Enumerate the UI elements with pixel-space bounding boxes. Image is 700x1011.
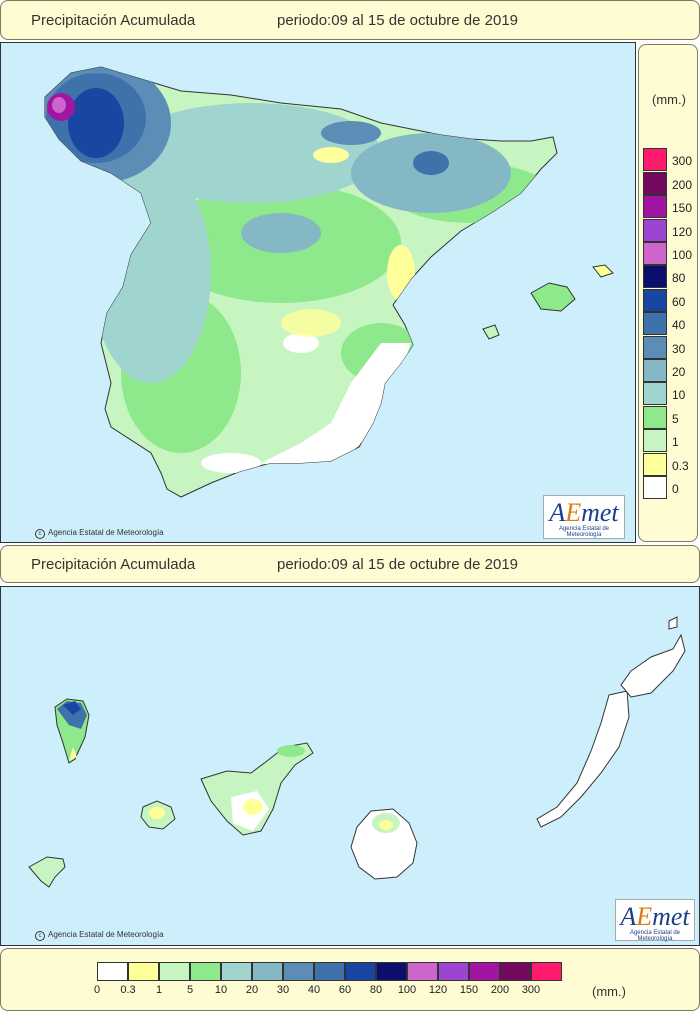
legend-label-0: 0 — [672, 482, 679, 496]
legend-h-swatch-5 — [190, 962, 221, 981]
legend-h-label-200: 200 — [490, 984, 510, 996]
legend-label-200: 200 — [672, 177, 693, 192]
legend-swatch-120 — [643, 218, 667, 242]
legend-h-swatch-40 — [314, 962, 345, 981]
legend-swatch-0 — [643, 476, 667, 499]
legend-label-5: 5 — [672, 411, 679, 426]
canarias-map: c Agencia Estatal de Meteorología AEmet A… — [0, 586, 700, 946]
legend-swatch-5 — [643, 405, 667, 429]
island-lanzarote — [620, 633, 686, 698]
legend-label-0.3: 0.3 — [672, 458, 689, 473]
legend-h-swatch-100 — [407, 962, 438, 981]
legend-h-swatch-80 — [376, 962, 407, 981]
legend-label-120: 120 — [672, 224, 693, 239]
logo-subtitle-canarias: Agencia Estatal de Meteorología — [629, 930, 681, 942]
legend-h-label-1: 1 — [155, 984, 163, 996]
legend-h-swatch-0.3 — [128, 962, 159, 981]
legend-h-label-30: 30 — [276, 984, 290, 996]
map-period: periodo:09 al 15 de octubre de 2019 — [277, 12, 519, 29]
legend-h-swatch-0 — [97, 962, 128, 981]
legend-swatch-20 — [643, 359, 667, 382]
balearic-mallorca — [530, 282, 576, 312]
legend-h-label-120: 120 — [428, 984, 448, 996]
legend-label-80: 80 — [672, 271, 686, 286]
legend-swatch-40 — [643, 312, 667, 336]
header-bar-peninsula: Precipitación Acumulada periodo:09 al 15… — [0, 0, 700, 40]
legend-h-label-300: 300 — [521, 984, 541, 996]
legend-h-label-40: 40 — [307, 984, 321, 996]
legend-label-10: 10 — [672, 388, 686, 403]
legend-label-20: 20 — [672, 365, 686, 379]
credit-peninsula: c Agencia Estatal de Meteorología — [33, 527, 166, 540]
legend-label-1: 1 — [672, 435, 679, 450]
legend-label-60: 60 — [672, 294, 686, 309]
map-title: Precipitación Acumulada — [31, 12, 196, 29]
canarias-map-graphic — [28, 616, 686, 888]
legend-h-label-20: 20 — [245, 984, 259, 996]
logo-word-canarias: AEmet — [620, 902, 690, 931]
legend-h-swatch-30 — [283, 962, 314, 981]
legend-h-swatch-200 — [500, 962, 531, 981]
legend-label-150: 150 — [672, 201, 693, 216]
island-la-graciosa — [668, 616, 678, 630]
legend-h-label-0: 0 — [93, 984, 101, 996]
credit-text: Agencia Estatal de Meteorología — [48, 528, 164, 537]
legend-h-swatch-300 — [531, 962, 562, 981]
legend-swatch-100 — [643, 242, 667, 265]
legend-swatch-200 — [643, 171, 667, 195]
legend-label-100: 100 — [672, 248, 693, 262]
legend-h-swatch-10 — [221, 962, 252, 981]
map-period-canarias: periodo:09 al 15 de octubre de 2019 — [277, 556, 519, 573]
balearic-menorca — [592, 264, 614, 278]
legend-h-label-10: 10 — [214, 984, 228, 996]
peninsula-map: c Agencia Estatal de Meteorología AEmet A… — [0, 42, 636, 543]
logo-subtitle: Agencia Estatal de Meteorología — [558, 526, 610, 538]
legend-label-300: 300 — [672, 154, 693, 169]
legend-unit: (mm.) — [652, 92, 686, 107]
aemet-logo-peninsula: AEmet Agencia Estatal de Meteorología — [543, 495, 625, 539]
logo-word: AEmet — [549, 498, 619, 527]
legend-swatch-1 — [643, 429, 667, 453]
legend-h-swatch-1 — [159, 962, 190, 981]
legend-unit-bottom: (mm.) — [592, 984, 626, 999]
legend-h-swatch-20 — [252, 962, 283, 981]
legend-h-label-60: 60 — [338, 984, 352, 996]
balearic-ibiza — [482, 324, 500, 340]
island-gran-canaria — [350, 808, 418, 880]
legend-h-swatch-60 — [345, 962, 376, 981]
aemet-logo-canarias: AEmet Agencia Estatal de Meteorología — [615, 899, 695, 942]
legend-h-swatch-120 — [438, 962, 469, 981]
legend-label-40: 40 — [672, 318, 686, 333]
legend-h-label-150: 150 — [459, 984, 479, 996]
legend-swatch-10 — [643, 382, 667, 406]
legend-h-label-5: 5 — [186, 984, 194, 996]
island-fuerteventura — [536, 690, 630, 828]
legend-label-30: 30 — [672, 341, 686, 356]
legend-swatch-150 — [643, 195, 667, 219]
legend-h-label-0.3: 0.3 — [120, 984, 136, 996]
credit-text-canarias: Agencia Estatal de Meteorología — [48, 930, 164, 939]
map-title-canarias: Precipitación Acumulada — [31, 556, 196, 573]
legend-swatch-60 — [643, 288, 667, 312]
legend-h-swatch-150 — [469, 962, 500, 981]
legend-h-label-80: 80 — [369, 984, 383, 996]
island-tenerife — [200, 742, 314, 836]
legend-swatch-0.3 — [643, 452, 667, 476]
credit-canarias: c Agencia Estatal de Meteorología — [33, 929, 166, 942]
header-bar-canarias: Precipitación Acumulada periodo:09 al 15… — [0, 545, 700, 583]
peninsula-map-graphic — [44, 66, 614, 498]
legend-swatch-300 — [643, 148, 667, 172]
legend-swatch-80 — [643, 265, 667, 289]
legend-swatch-30 — [643, 335, 667, 359]
legend-h-label-100: 100 — [397, 984, 417, 996]
island-el-hierro — [28, 856, 66, 888]
